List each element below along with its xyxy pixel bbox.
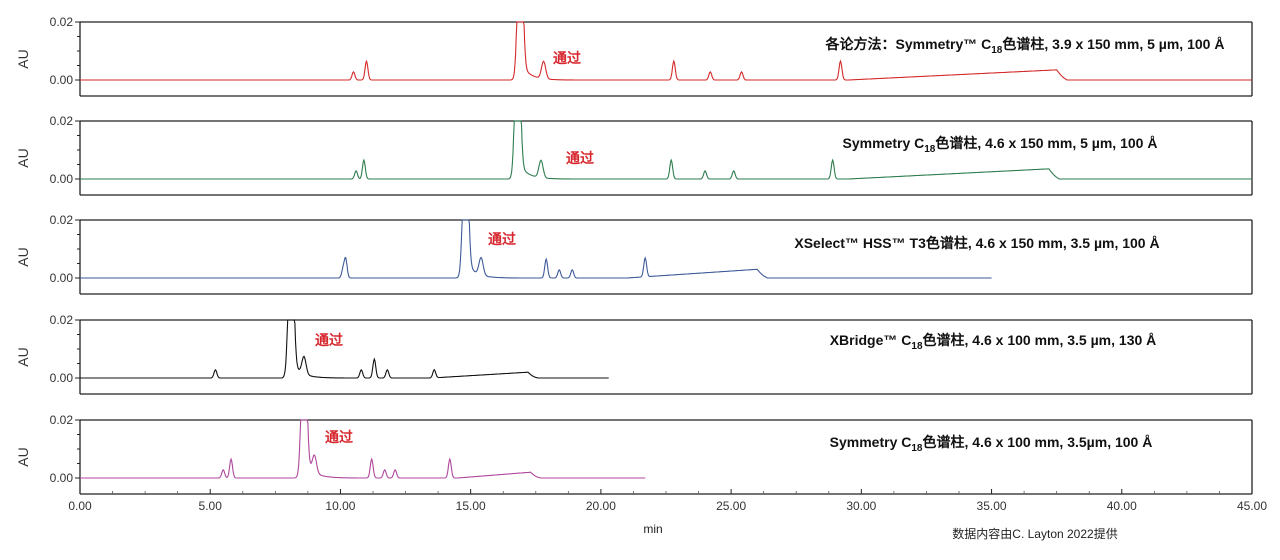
panel-title: XBridge™ C18色谱柱, 4.6 x 100 mm, 3.5 µm, 1… [830, 332, 1157, 352]
chromatogram-panel: 0.02 0.00 AU Symmetry C18色谱柱, 4.6 x 100 mm,… [15, 413, 1253, 495]
chromatogram-trace [80, 219, 992, 279]
y-tick-label: 0.00 [50, 371, 74, 385]
chromatogram-panel: 0.02 0.00 AU XSelect™ HSS™ T3色谱柱, 4.6 x 150… [15, 213, 1253, 295]
x-tick-label: 0.00 [68, 499, 92, 513]
y-axis-label: AU [15, 447, 31, 466]
x-tick-label: 25.00 [716, 499, 746, 513]
y-axis-label: AU [15, 49, 31, 68]
chromatogram-trace [80, 21, 1252, 81]
y-tick-label: 0.00 [50, 73, 74, 87]
panel-title: 各论方法：Symmetry™ C18色谱柱, 3.9 x 150 mm, 5 µ… [825, 36, 1225, 56]
pass-annotation: 通过 [553, 50, 581, 66]
x-axis: 0.00 5.00 10.00 15.00 20.00 25.00 30.00 35.00 40… [68, 489, 1267, 513]
x-tick-label: 5.00 [199, 499, 223, 513]
y-tick-label: 0.00 [50, 471, 74, 485]
y-tick-label: 0.02 [50, 413, 74, 427]
x-tick-label: 15.00 [456, 499, 486, 513]
chromatogram-panel: 0.02 0.00 AU XBridge™ C18色谱柱, 4.6 x 100 mm,… [15, 313, 1253, 395]
x-tick-label: 30.00 [846, 499, 876, 513]
panel-title: XSelect™ HSS™ T3色谱柱, 4.6 x 150 mm, 3.5 µ… [794, 235, 1159, 251]
y-tick-label: 0.02 [50, 114, 74, 128]
x-tick-label: 45.00 [1237, 499, 1267, 513]
pass-annotation: 通过 [315, 332, 343, 348]
panel-title: Symmetry C18色谱柱, 4.6 x 150 mm, 5 µm, 100… [843, 135, 1158, 155]
y-tick-label: 0.00 [50, 271, 74, 285]
chromatogram-trace [80, 419, 646, 479]
data-credit: 数据内容由C. Layton 2022提供 [952, 526, 1117, 541]
y-axis-label: AU [15, 247, 31, 266]
panels: 0.02 0.00 AU 各论方法：Symmetry™ C18色谱柱, 3.9 x 1… [15, 15, 1253, 495]
y-tick-label: 0.02 [50, 313, 74, 327]
x-tick-label: 35.00 [977, 499, 1007, 513]
y-axis-label: AU [15, 347, 31, 366]
y-tick-label: 0.02 [50, 15, 74, 29]
pass-annotation: 通过 [566, 150, 594, 166]
chromatogram-panel: 0.02 0.00 AU 各论方法：Symmetry™ C18色谱柱, 3.9 x 1… [15, 15, 1253, 97]
chromatogram-panel: 0.02 0.00 AU Symmetry C18色谱柱, 4.6 x 150 mm,… [15, 114, 1253, 196]
y-tick-label: 0.02 [50, 213, 74, 227]
pass-annotation: 通过 [325, 429, 353, 445]
panel-title: Symmetry C18色谱柱, 4.6 x 100 mm, 3.5µm, 10… [830, 434, 1153, 454]
chromatogram-trace [80, 319, 609, 379]
chromatogram-trace [80, 120, 1252, 180]
y-axis-label: AU [15, 148, 31, 167]
x-tick-label: 10.00 [325, 499, 355, 513]
y-tick-label: 0.00 [50, 172, 74, 186]
x-axis-label: min [643, 522, 662, 536]
x-tick-label: 20.00 [586, 499, 616, 513]
pass-annotation: 通过 [488, 231, 516, 247]
x-tick-label: 40.00 [1107, 499, 1137, 513]
